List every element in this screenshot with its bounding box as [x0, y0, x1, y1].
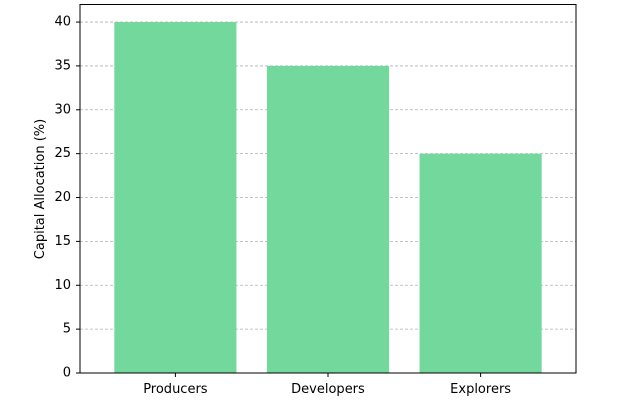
y-tick-label: 25	[54, 146, 71, 161]
y-tick-label: 15	[54, 234, 71, 249]
y-axis-label: Capital Allocation (%)	[33, 119, 48, 259]
x-tick-label: Developers	[291, 382, 365, 397]
bar-explorers	[419, 153, 542, 373]
y-tick-label: 10	[54, 278, 71, 293]
y-tick-label: 40	[54, 15, 71, 30]
plot-frame	[79, 4, 577, 374]
y-tick-label: 5	[63, 322, 71, 337]
bar-producers	[114, 22, 237, 374]
x-axis-ticks: Producers Developers Explorers	[143, 373, 511, 397]
y-axis-ticks: 0 5 10 15 20 25 30 35 40	[54, 15, 80, 381]
bars	[114, 22, 542, 374]
bar-developers	[266, 65, 390, 374]
y-tick-label: 0	[63, 366, 71, 381]
y-tick-label: 20	[54, 190, 71, 205]
x-tick-label: Producers	[143, 382, 208, 397]
y-tick-label: 30	[54, 102, 71, 117]
y-tick-label: 35	[54, 58, 71, 73]
x-tick-label: Explorers	[450, 382, 511, 397]
